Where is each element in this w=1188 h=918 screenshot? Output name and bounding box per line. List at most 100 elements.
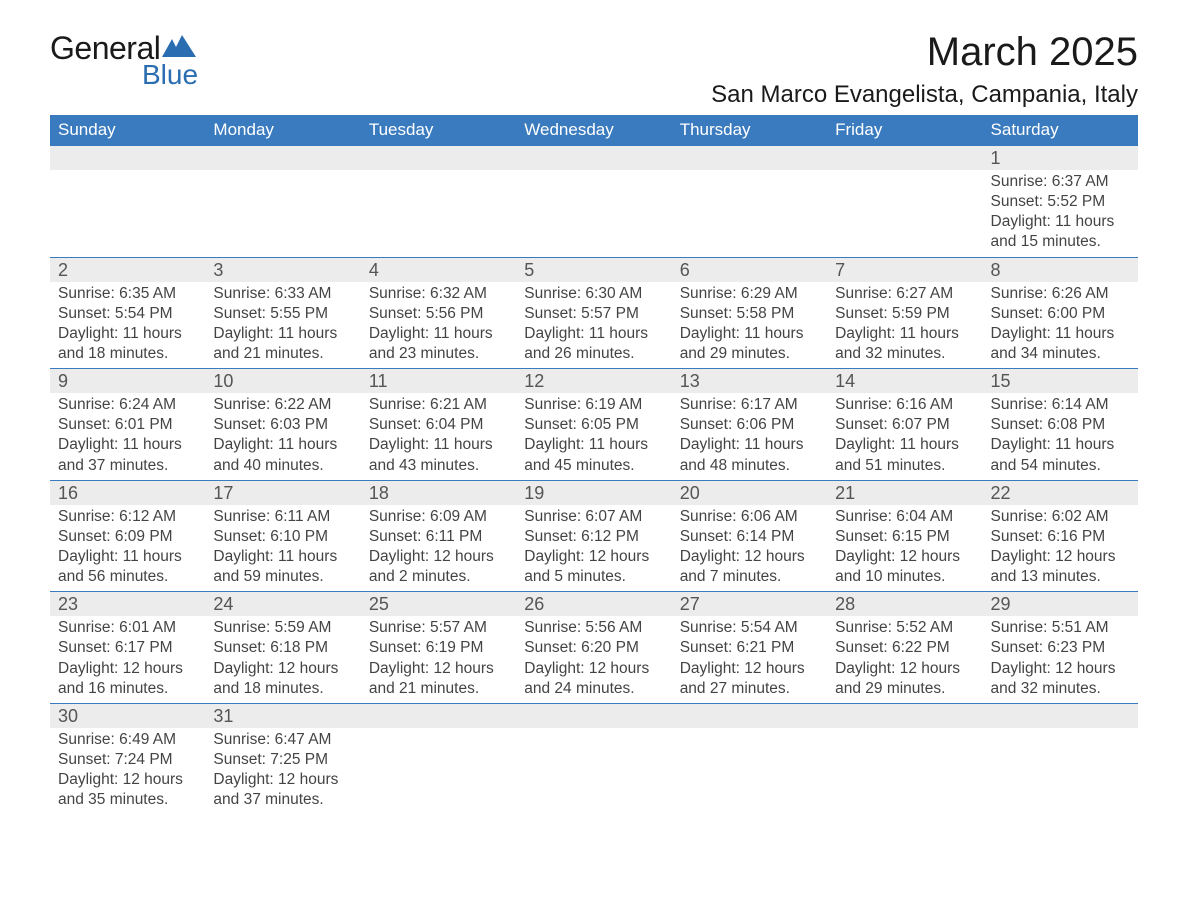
day-number: 2 bbox=[50, 258, 205, 282]
day-data-cell bbox=[516, 170, 671, 257]
day-number: 17 bbox=[205, 481, 360, 505]
daylight-text: Daylight: 11 hours and 56 minutes. bbox=[58, 547, 197, 587]
day-details: Sunrise: 6:33 AMSunset: 5:55 PMDaylight:… bbox=[205, 282, 360, 369]
day-details: Sunrise: 6:01 AMSunset: 6:17 PMDaylight:… bbox=[50, 616, 205, 703]
day-number-cell: 16 bbox=[50, 480, 205, 505]
daylight-text: Daylight: 11 hours and 32 minutes. bbox=[835, 324, 974, 364]
day-header: Monday bbox=[205, 115, 360, 146]
day-number-cell: 19 bbox=[516, 480, 671, 505]
logo: General Blue bbox=[50, 30, 198, 91]
week-data-row: Sunrise: 6:01 AMSunset: 6:17 PMDaylight:… bbox=[50, 616, 1138, 703]
day-number: 5 bbox=[516, 258, 671, 282]
day-data-cell: Sunrise: 5:59 AMSunset: 6:18 PMDaylight:… bbox=[205, 616, 360, 703]
week-number-row: 9101112131415 bbox=[50, 369, 1138, 394]
daylight-text: Daylight: 11 hours and 43 minutes. bbox=[369, 435, 508, 475]
sunset-text: Sunset: 7:25 PM bbox=[213, 750, 352, 770]
sunset-text: Sunset: 6:07 PM bbox=[835, 415, 974, 435]
day-details: Sunrise: 6:32 AMSunset: 5:56 PMDaylight:… bbox=[361, 282, 516, 369]
sunset-text: Sunset: 5:57 PM bbox=[524, 304, 663, 324]
day-number-cell: 8 bbox=[983, 257, 1138, 282]
day-data-cell: Sunrise: 5:56 AMSunset: 6:20 PMDaylight:… bbox=[516, 616, 671, 703]
day-details: Sunrise: 6:35 AMSunset: 5:54 PMDaylight:… bbox=[50, 282, 205, 369]
day-details: Sunrise: 6:17 AMSunset: 6:06 PMDaylight:… bbox=[672, 393, 827, 480]
sunrise-text: Sunrise: 6:29 AM bbox=[680, 284, 819, 304]
day-number: 19 bbox=[516, 481, 671, 505]
day-data-cell: Sunrise: 6:12 AMSunset: 6:09 PMDaylight:… bbox=[50, 505, 205, 592]
sunrise-text: Sunrise: 5:51 AM bbox=[991, 618, 1130, 638]
daylight-text: Daylight: 11 hours and 51 minutes. bbox=[835, 435, 974, 475]
day-number-cell bbox=[516, 146, 671, 171]
day-details: Sunrise: 6:49 AMSunset: 7:24 PMDaylight:… bbox=[50, 728, 205, 815]
sunrise-text: Sunrise: 6:35 AM bbox=[58, 284, 197, 304]
sunrise-text: Sunrise: 6:02 AM bbox=[991, 507, 1130, 527]
daylight-text: Daylight: 11 hours and 15 minutes. bbox=[991, 212, 1130, 252]
sunset-text: Sunset: 6:05 PM bbox=[524, 415, 663, 435]
sunrise-text: Sunrise: 6:33 AM bbox=[213, 284, 352, 304]
day-number: 6 bbox=[672, 258, 827, 282]
day-details: Sunrise: 6:19 AMSunset: 6:05 PMDaylight:… bbox=[516, 393, 671, 480]
daylight-text: Daylight: 11 hours and 23 minutes. bbox=[369, 324, 508, 364]
day-number-cell: 10 bbox=[205, 369, 360, 394]
day-data-cell: Sunrise: 6:47 AMSunset: 7:25 PMDaylight:… bbox=[205, 728, 360, 815]
day-details: Sunrise: 6:11 AMSunset: 6:10 PMDaylight:… bbox=[205, 505, 360, 592]
day-number-cell: 7 bbox=[827, 257, 982, 282]
day-details: Sunrise: 6:37 AMSunset: 5:52 PMDaylight:… bbox=[983, 170, 1138, 257]
day-number: 18 bbox=[361, 481, 516, 505]
day-number: 16 bbox=[50, 481, 205, 505]
daylight-text: Daylight: 12 hours and 37 minutes. bbox=[213, 770, 352, 810]
day-number-cell bbox=[983, 703, 1138, 728]
day-data-cell bbox=[827, 170, 982, 257]
day-details: Sunrise: 6:22 AMSunset: 6:03 PMDaylight:… bbox=[205, 393, 360, 480]
day-number: 9 bbox=[50, 369, 205, 393]
day-number: 4 bbox=[361, 258, 516, 282]
day-number: 26 bbox=[516, 592, 671, 616]
day-data-cell: Sunrise: 6:07 AMSunset: 6:12 PMDaylight:… bbox=[516, 505, 671, 592]
sunrise-text: Sunrise: 6:37 AM bbox=[991, 172, 1130, 192]
day-data-cell: Sunrise: 6:06 AMSunset: 6:14 PMDaylight:… bbox=[672, 505, 827, 592]
day-number-cell: 24 bbox=[205, 592, 360, 617]
sunrise-text: Sunrise: 6:04 AM bbox=[835, 507, 974, 527]
day-details: Sunrise: 6:47 AMSunset: 7:25 PMDaylight:… bbox=[205, 728, 360, 815]
sunset-text: Sunset: 6:00 PM bbox=[991, 304, 1130, 324]
sunset-text: Sunset: 6:03 PM bbox=[213, 415, 352, 435]
day-data-cell bbox=[516, 728, 671, 815]
daylight-text: Daylight: 12 hours and 5 minutes. bbox=[524, 547, 663, 587]
day-number: 30 bbox=[50, 704, 205, 728]
day-number-cell: 4 bbox=[361, 257, 516, 282]
day-number-cell: 1 bbox=[983, 146, 1138, 171]
sunset-text: Sunset: 6:21 PM bbox=[680, 638, 819, 658]
daylight-text: Daylight: 11 hours and 26 minutes. bbox=[524, 324, 663, 364]
day-data-cell: Sunrise: 6:29 AMSunset: 5:58 PMDaylight:… bbox=[672, 282, 827, 369]
sunrise-text: Sunrise: 6:22 AM bbox=[213, 395, 352, 415]
day-details: Sunrise: 5:56 AMSunset: 6:20 PMDaylight:… bbox=[516, 616, 671, 703]
sunset-text: Sunset: 5:52 PM bbox=[991, 192, 1130, 212]
day-details: Sunrise: 6:02 AMSunset: 6:16 PMDaylight:… bbox=[983, 505, 1138, 592]
daylight-text: Daylight: 12 hours and 27 minutes. bbox=[680, 659, 819, 699]
sunrise-text: Sunrise: 6:27 AM bbox=[835, 284, 974, 304]
week-number-row: 3031 bbox=[50, 703, 1138, 728]
day-data-cell: Sunrise: 6:04 AMSunset: 6:15 PMDaylight:… bbox=[827, 505, 982, 592]
day-number-cell: 3 bbox=[205, 257, 360, 282]
daylight-text: Daylight: 12 hours and 16 minutes. bbox=[58, 659, 197, 699]
day-data-cell: Sunrise: 5:57 AMSunset: 6:19 PMDaylight:… bbox=[361, 616, 516, 703]
day-number-cell bbox=[361, 146, 516, 171]
sunset-text: Sunset: 6:17 PM bbox=[58, 638, 197, 658]
day-number: 12 bbox=[516, 369, 671, 393]
day-header: Saturday bbox=[983, 115, 1138, 146]
day-data-cell bbox=[983, 728, 1138, 815]
sunset-text: Sunset: 6:15 PM bbox=[835, 527, 974, 547]
day-number: 29 bbox=[983, 592, 1138, 616]
sunrise-text: Sunrise: 6:07 AM bbox=[524, 507, 663, 527]
day-number-cell: 28 bbox=[827, 592, 982, 617]
day-details: Sunrise: 6:26 AMSunset: 6:00 PMDaylight:… bbox=[983, 282, 1138, 369]
sunset-text: Sunset: 6:12 PM bbox=[524, 527, 663, 547]
day-details: Sunrise: 5:54 AMSunset: 6:21 PMDaylight:… bbox=[672, 616, 827, 703]
day-data-cell: Sunrise: 6:19 AMSunset: 6:05 PMDaylight:… bbox=[516, 393, 671, 480]
sunset-text: Sunset: 6:19 PM bbox=[369, 638, 508, 658]
sunset-text: Sunset: 6:01 PM bbox=[58, 415, 197, 435]
daylight-text: Daylight: 12 hours and 35 minutes. bbox=[58, 770, 197, 810]
sunrise-text: Sunrise: 6:09 AM bbox=[369, 507, 508, 527]
week-number-row: 23242526272829 bbox=[50, 592, 1138, 617]
day-number-cell: 2 bbox=[50, 257, 205, 282]
day-data-cell: Sunrise: 6:09 AMSunset: 6:11 PMDaylight:… bbox=[361, 505, 516, 592]
